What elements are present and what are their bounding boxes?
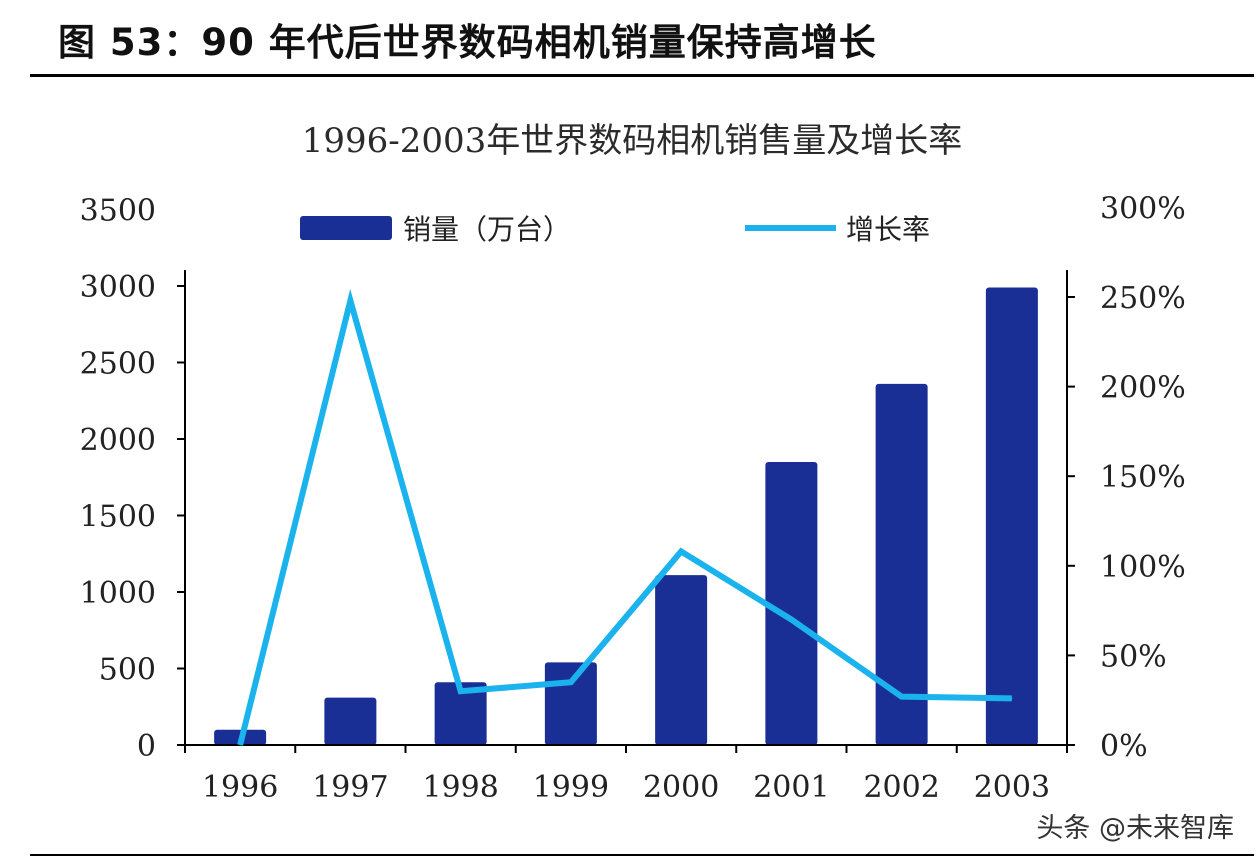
growth-point-2002 — [901, 696, 903, 698]
left-tick-label: 2500 — [80, 347, 156, 382]
right-tick-label: 100% — [1100, 550, 1186, 585]
right-axis-ticks: 0% 50% 100% 150% 200% 250% 300% — [1067, 191, 1186, 764]
left-tick-label: 2000 — [80, 423, 156, 458]
growth-point-1996 — [239, 744, 241, 746]
figure-header: 图 53：90 年代后世界数码相机销量保持高增长 — [0, 0, 1260, 80]
growth-point-1997 — [349, 300, 351, 302]
bar-2003 — [985, 287, 1038, 745]
chart-title: 1996-2003年世界数码相机销售量及增长率 — [302, 121, 963, 161]
header-rule — [30, 74, 1254, 77]
right-tick-label: 250% — [1100, 281, 1186, 316]
growth-point-2000 — [680, 550, 682, 552]
legend: 销量（万台） 增长率 — [300, 213, 930, 246]
x-tick-label: 2000 — [643, 770, 719, 805]
footer-rule — [30, 854, 1254, 856]
x-tick-label: 2003 — [974, 770, 1050, 805]
right-tick-label: 150% — [1100, 460, 1186, 495]
growth-point-1998 — [460, 690, 462, 692]
growth-rate-line — [237, 288, 1012, 746]
x-tick-label: 1997 — [312, 770, 388, 805]
left-tick-label: 3500 — [80, 194, 156, 229]
right-tick-label: 200% — [1100, 371, 1186, 406]
bar-1999 — [544, 662, 597, 745]
left-tick-label: 1000 — [80, 576, 156, 611]
left-tick-label: 0 — [137, 729, 156, 764]
growth-point-1999 — [570, 681, 572, 683]
right-tick-label: 50% — [1100, 639, 1167, 674]
left-tick-label: 1500 — [80, 500, 156, 535]
x-tick-label: 2002 — [863, 770, 939, 805]
left-tick-label: 3000 — [80, 270, 156, 305]
left-tick-label: 500 — [99, 653, 156, 688]
x-tick-label: 1996 — [202, 770, 278, 805]
growth-point-2001 — [790, 619, 792, 621]
figure-title: 图 53：90 年代后世界数码相机销量保持高增长 — [58, 21, 877, 64]
x-axis-ticks: 1996 1997 1998 1999 2000 2001 2002 2003 — [202, 770, 1050, 805]
bar-2002 — [875, 383, 928, 745]
legend-bar-swatch — [300, 216, 392, 240]
legend-bar-label: 销量（万台） — [403, 213, 571, 246]
bar-1997 — [324, 697, 377, 745]
right-tick-label: 300% — [1100, 191, 1186, 226]
axes — [184, 270, 1068, 753]
x-tick-label: 1999 — [533, 770, 609, 805]
right-tick-label: 0% — [1100, 729, 1148, 764]
watermark: 头条 @未来智库 — [1036, 813, 1234, 844]
line-series — [237, 288, 1013, 746]
x-tick-label: 1998 — [422, 770, 498, 805]
bar-2001 — [765, 461, 818, 745]
growth-point-2003 — [1011, 697, 1013, 699]
bar-1998 — [434, 682, 487, 745]
bar-2000 — [655, 575, 708, 745]
bar-series — [214, 287, 1038, 745]
x-tick-label: 2001 — [753, 770, 829, 805]
legend-line-label: 增长率 — [846, 213, 930, 246]
left-axis-ticks: 0 500 1000 1500 2000 2500 3000 3500 — [80, 194, 185, 764]
